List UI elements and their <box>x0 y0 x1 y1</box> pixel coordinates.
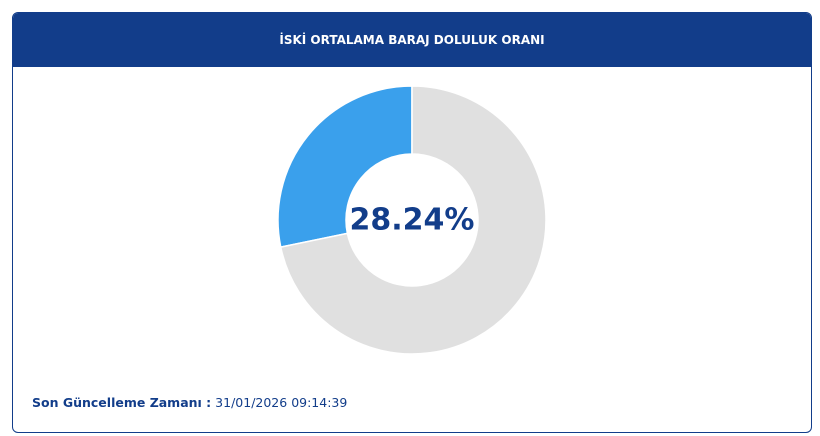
chart-title: İSKİ ORTALAMA BARAJ DOLULUK ORANI <box>279 33 545 47</box>
center-value-label: 28.24% <box>350 203 475 238</box>
footer-label: Son Güncelleme Zamanı : <box>32 395 212 410</box>
donut-segment <box>277 85 413 248</box>
donut-segment <box>279 85 547 355</box>
footer: Son Güncelleme Zamanı : 31/01/2026 09:14… <box>32 395 347 410</box>
card-header: İSKİ ORTALAMA BARAJ DOLULUK ORANI <box>13 13 811 67</box>
footer-value: 31/01/2026 09:14:39 <box>215 395 348 410</box>
card: İSKİ ORTALAMA BARAJ DOLULUK ORANI Son Gü… <box>12 12 812 433</box>
